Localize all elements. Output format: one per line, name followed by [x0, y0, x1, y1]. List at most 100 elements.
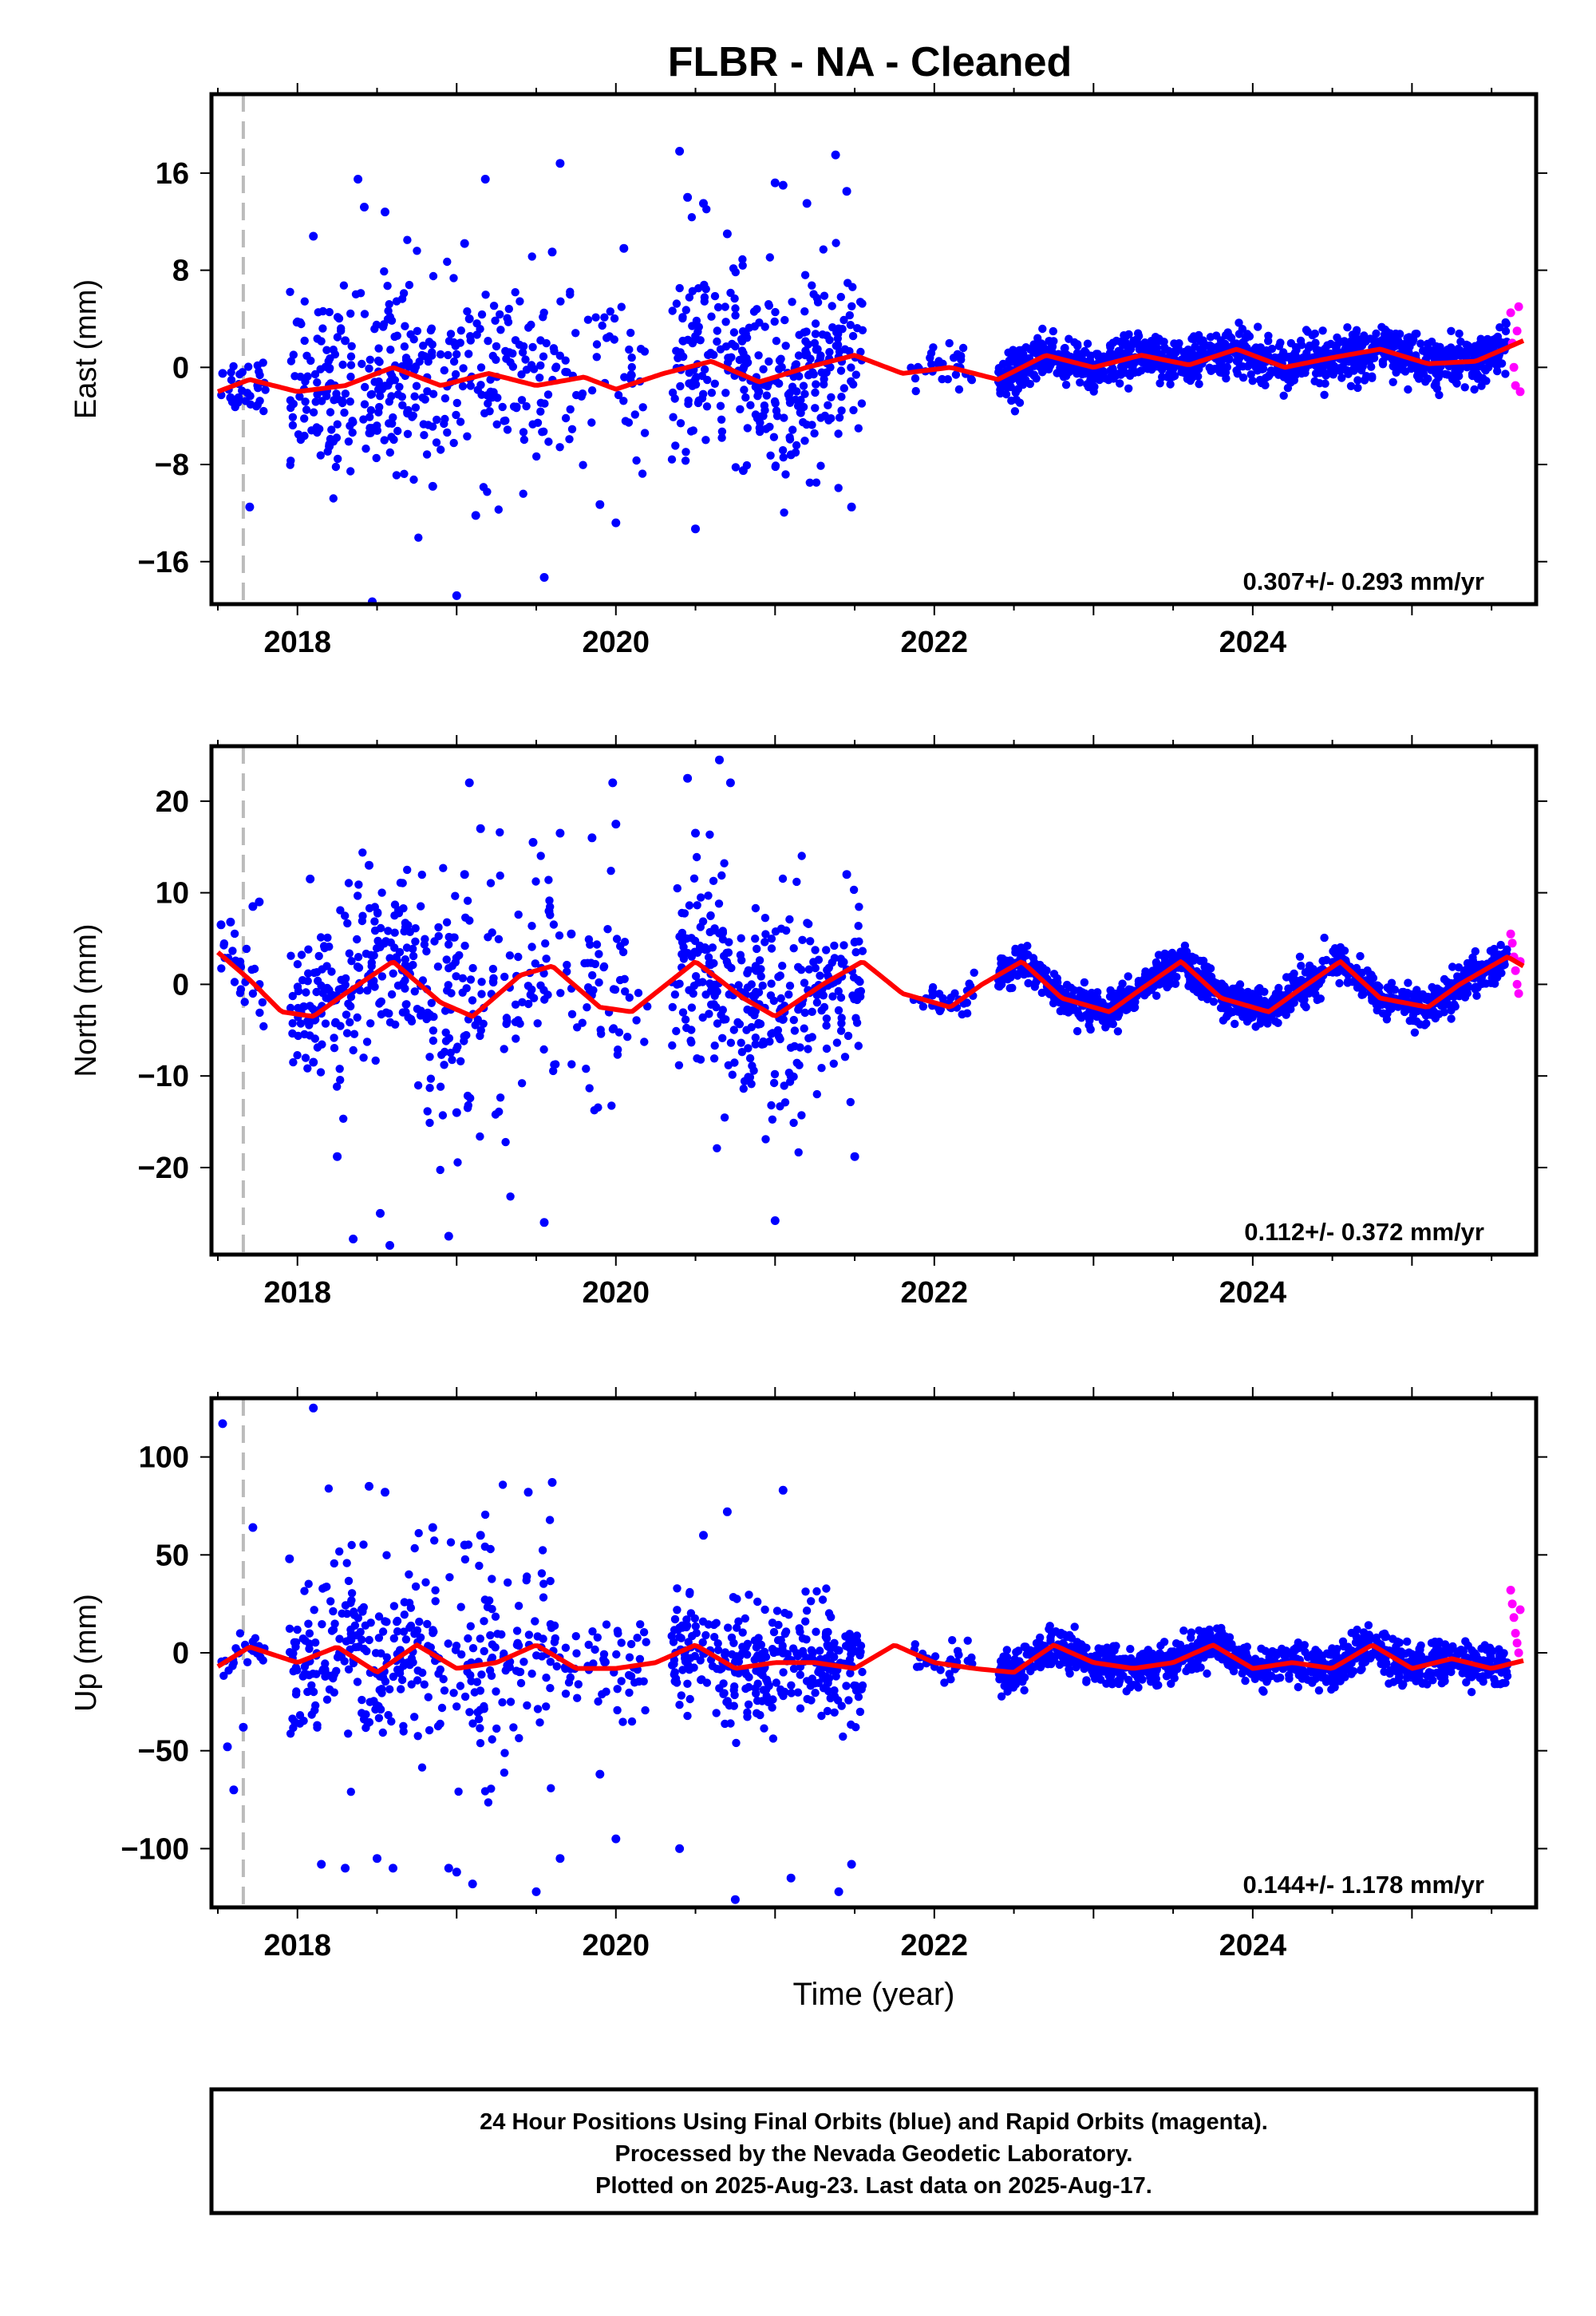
final-orbit-point: [227, 368, 235, 377]
final-orbit-point: [409, 475, 418, 484]
final-orbit-point: [842, 187, 851, 196]
final-orbit-point: [536, 852, 545, 860]
final-orbit-point: [713, 1646, 723, 1654]
final-orbit-point: [1474, 362, 1483, 371]
final-orbit-point: [726, 1038, 736, 1047]
final-orbit-point: [381, 1617, 389, 1626]
final-orbit-point: [1264, 372, 1273, 381]
final-orbit-point: [422, 450, 432, 459]
final-orbit-point: [1447, 343, 1456, 352]
final-orbit-point: [737, 1048, 747, 1057]
final-orbit-point: [797, 1111, 806, 1120]
final-orbit-point: [760, 1647, 769, 1656]
final-orbit-point: [556, 989, 565, 998]
final-orbit-point: [437, 1703, 447, 1713]
final-orbit-point: [301, 377, 310, 386]
final-orbit-point: [494, 505, 503, 514]
final-orbit-point: [792, 360, 800, 369]
final-orbit-point: [800, 437, 809, 445]
final-orbit-point: [425, 1118, 434, 1128]
final-orbit-point: [537, 1652, 547, 1661]
final-orbit-point: [691, 828, 700, 838]
final-orbit-point: [358, 359, 366, 369]
final-orbit-point: [796, 1670, 804, 1679]
final-orbit-point: [486, 375, 495, 384]
final-orbit-point: [1346, 341, 1355, 350]
final-orbit-point: [350, 1621, 360, 1630]
final-orbit-point: [1008, 983, 1017, 993]
final-orbit-point: [584, 935, 594, 944]
final-orbit-point: [753, 1597, 762, 1607]
final-orbit-point: [304, 945, 313, 954]
final-orbit-point: [374, 1612, 384, 1621]
final-orbit-point: [1310, 377, 1319, 385]
final-orbit-point: [476, 824, 485, 833]
final-orbit-point: [535, 373, 544, 382]
final-orbit-point: [822, 1014, 832, 1023]
final-orbit-point: [673, 1606, 681, 1614]
final-orbit-point: [383, 314, 393, 324]
final-orbit-point: [738, 1628, 747, 1637]
final-orbit-point: [464, 350, 473, 358]
final-orbit-point: [731, 311, 740, 320]
final-orbit-point: [414, 533, 423, 542]
final-orbit-point: [312, 968, 322, 977]
final-orbit-point: [1009, 346, 1017, 354]
final-orbit-point: [704, 891, 713, 900]
final-orbit-point: [1134, 331, 1144, 341]
final-orbit-point: [1432, 369, 1440, 378]
final-orbit-point: [250, 964, 259, 974]
final-orbit-point: [819, 991, 828, 1000]
final-orbit-point: [721, 1015, 730, 1024]
final-orbit-point: [802, 1677, 812, 1686]
final-orbit-point: [1140, 340, 1148, 349]
final-orbit-point: [335, 1547, 344, 1556]
final-orbit-point: [372, 944, 381, 953]
final-orbit-point: [827, 393, 836, 401]
final-orbit-point: [963, 1636, 972, 1645]
final-orbit-point: [687, 1026, 696, 1034]
final-orbit-point: [372, 1704, 381, 1713]
final-orbit-point: [1435, 390, 1444, 400]
final-orbit-point: [483, 1603, 492, 1611]
final-orbit-point: [429, 1026, 438, 1035]
final-orbit-point: [496, 828, 504, 837]
final-orbit-point: [800, 389, 809, 398]
final-orbit-point: [688, 287, 697, 295]
final-orbit-point: [744, 1044, 753, 1053]
final-orbit-point: [431, 1586, 440, 1595]
final-orbit-point: [789, 1118, 798, 1128]
final-orbit-point: [781, 470, 790, 479]
final-orbit-point: [389, 969, 397, 978]
final-orbit-point: [330, 1044, 339, 1053]
final-orbit-point: [800, 307, 809, 316]
final-orbit-point: [1271, 1017, 1280, 1026]
final-orbit-point: [253, 401, 262, 409]
final-orbit-point: [1195, 380, 1203, 389]
final-orbit-point: [567, 1010, 577, 1019]
final-orbit-point: [314, 951, 323, 961]
final-orbit-point: [681, 448, 690, 456]
final-orbit-point: [234, 393, 243, 402]
final-orbit-point: [449, 438, 458, 448]
final-orbit-point: [694, 396, 703, 405]
final-orbit-point: [751, 903, 760, 913]
final-orbit-point: [390, 928, 399, 937]
final-orbit-point: [224, 1666, 233, 1675]
final-orbit-point: [714, 899, 724, 908]
x-tick-label: 2024: [1219, 626, 1287, 659]
final-orbit-point: [713, 302, 723, 312]
final-orbit-point: [800, 978, 809, 987]
final-orbit-point: [1091, 368, 1100, 377]
final-orbit-point: [1124, 384, 1133, 393]
final-orbit-point: [370, 926, 380, 935]
final-orbit-point: [550, 1621, 559, 1630]
final-orbit-point: [344, 879, 354, 887]
final-orbit-point: [516, 1678, 526, 1688]
final-orbit-point: [460, 941, 469, 951]
final-orbit-point: [597, 1030, 606, 1038]
final-orbit-point: [1235, 980, 1245, 989]
final-orbit-point: [1166, 380, 1175, 389]
final-orbit-point: [395, 382, 404, 391]
